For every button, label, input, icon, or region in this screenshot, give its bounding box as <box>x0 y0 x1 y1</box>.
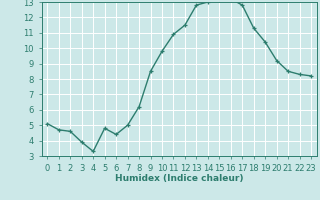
X-axis label: Humidex (Indice chaleur): Humidex (Indice chaleur) <box>115 174 244 183</box>
